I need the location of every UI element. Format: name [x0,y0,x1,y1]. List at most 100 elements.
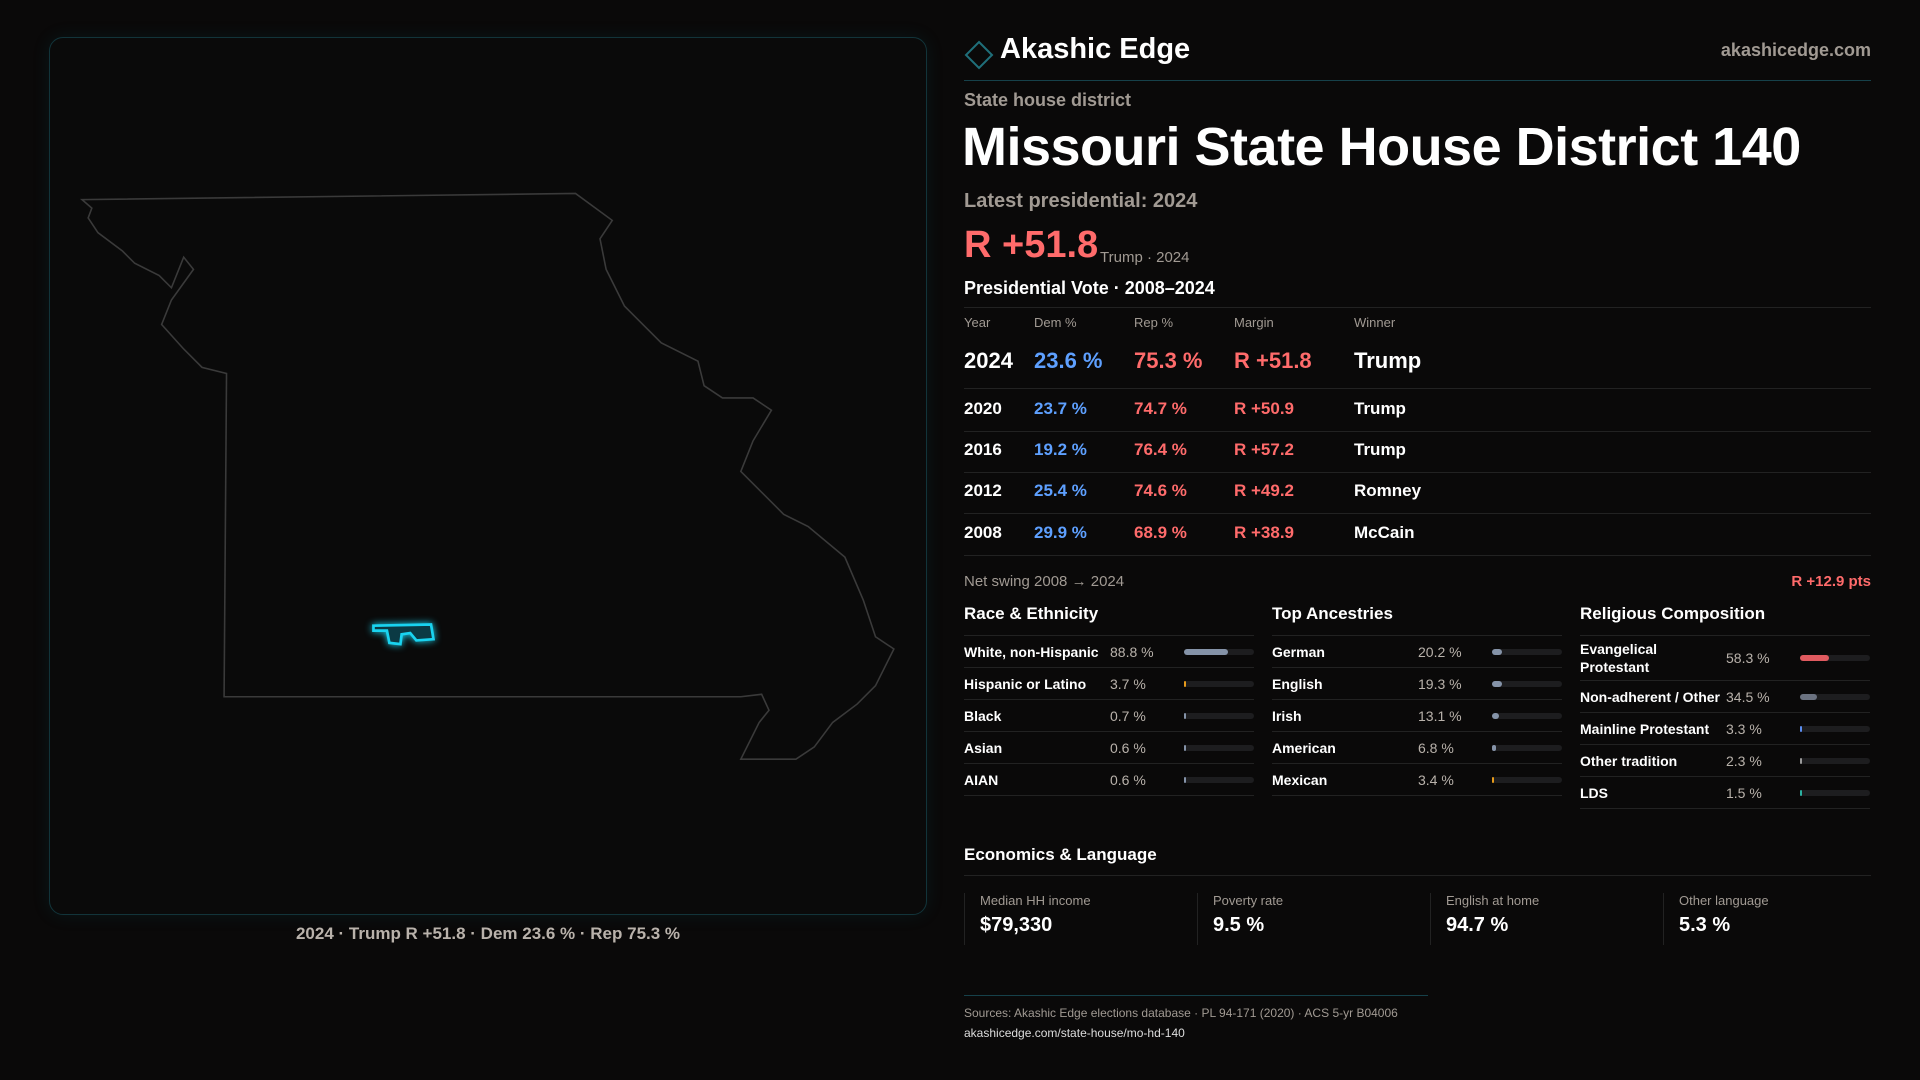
headline-margin-sub: Trump · 2024 [1100,249,1190,266]
stat-bar [1492,776,1562,783]
econ-label: Poverty rate [1213,893,1284,908]
section-1: Top Ancestries German 20.2 % English 19.3 % I… [1272,600,1562,796]
stat-row: Other tradition 2.3 % [1580,745,1870,777]
table-row: 2016 19.2 % 76.4 % R +57.2 Trump [964,437,1871,463]
stat-value: 0.7 % [1110,707,1146,724]
section-title: Religious Composition [1580,600,1870,636]
stat-row: Mainline Protestant 3.3 % [1580,713,1870,745]
econ-value: 94.7 % [1446,914,1509,936]
stat-bar [1800,757,1870,764]
stat-bar [1800,789,1870,796]
stat-value: 0.6 % [1110,739,1146,756]
stat-row: Hispanic or Latino 3.7 % [964,668,1254,700]
stat-value: 0.6 % [1110,771,1146,788]
map-caption: 2024 · Trump R +51.8 · Dem 23.6 % · Rep … [295,924,681,943]
swing-label: Net swing 2008 → 2024 [964,573,1125,590]
stat-bar [1800,725,1870,732]
rep-pct-cell: 74.6 % [1134,481,1187,500]
site-link[interactable]: akashicedge.com [1720,40,1871,60]
stat-bar [1184,712,1254,719]
missouri-outline [79,192,895,760]
stat-bar-fill [1184,648,1228,655]
column-header: Dem % [1034,314,1077,330]
stat-row: Non-adherent / Other 34.5 % [1580,681,1870,713]
stat-row: English 19.3 % [1272,668,1562,700]
stat-row: AIAN 0.6 % [964,764,1254,796]
winner-cell: Romney [1354,481,1422,500]
section-2: Religious Composition Evangelical Protest… [1580,600,1870,809]
stat-row: American 6.8 % [1272,732,1562,764]
stat-bar [1184,648,1254,655]
sources: Sources: Akashic Edge elections database… [964,1006,1398,1020]
winner-cell: McCain [1354,523,1415,542]
section-0: Race & Ethnicity White, non-Hispanic 88.8 … [964,600,1254,796]
econ-label: Median HH income [980,893,1091,908]
map-panel[interactable] [49,37,927,915]
stat-label: Mexican [1272,771,1328,788]
margin-cell: R +38.9 [1234,523,1295,542]
stat-bar [1492,680,1562,687]
stat-bar [1492,648,1562,655]
stat-bar [1492,712,1562,719]
stat-label: Irish [1272,707,1302,724]
rep-pct-cell: 76.4 % [1134,440,1187,459]
stat-row: White, non-Hispanic 88.8 % [964,636,1254,668]
stat-row: LDS 1.5 % [1580,777,1870,809]
stat-bar-fill [1184,712,1187,719]
winner-cell: Trump [1354,399,1406,418]
stat-label: Mainline Protestant [1580,720,1710,737]
district-140-shape[interactable] [372,623,436,646]
stat-label: German [1272,643,1325,660]
econ-value: 5.3 % [1679,914,1731,936]
latest-label: Latest presidential: 2024 [964,190,1198,212]
stat-bar [1184,680,1254,687]
stat-row: Asian 0.6 % [964,732,1254,764]
margin-cell: R +49.2 [1234,481,1295,500]
stat-bar [1184,776,1254,783]
headline-margin: R +51.8 [964,224,1099,266]
year-cell: 2024 [964,348,1013,373]
winner-cell: Trump [1354,348,1422,373]
dem-pct-cell: 23.6 % [1034,348,1103,373]
dem-pct-cell: 25.4 % [1034,481,1087,500]
stat-row: Evangelical Protestant 58.3 % [1580,636,1870,681]
stat-row: Irish 13.1 % [1272,700,1562,732]
stat-label: Black [964,707,1002,724]
dem-pct-cell: 29.9 % [1034,523,1087,542]
stat-label: LDS [1580,784,1608,801]
stat-bar-fill [1492,776,1495,783]
page-title: Missouri State House District 140 [962,117,1801,177]
column-header: Margin [1234,314,1274,330]
stat-bar-fill [1492,712,1499,719]
stat-bar-fill [1184,744,1187,751]
row-divider [964,513,1871,514]
margin-cell: R +50.9 [1234,399,1295,418]
section-title: Race & Ethnicity [964,600,1254,636]
stat-value: 3.7 % [1110,675,1146,692]
stat-bar-fill [1492,680,1502,687]
stat-bar-fill [1800,725,1803,732]
stat-bar-fill [1800,693,1818,700]
econ-card: Other language 5.3 % [1663,893,1895,945]
stat-row: German 20.2 % [1272,636,1562,668]
brand-name: Akashic Edge [1000,33,1191,65]
econ-card: English at home 94.7 % [1430,893,1662,945]
stat-value: 20.2 % [1418,643,1462,660]
econ-card: Median HH income $79,330 [964,893,1196,945]
stat-bar-fill [1184,776,1187,783]
permalink[interactable]: akashicedge.com/state-house/mo-hd-140 [964,1026,1185,1040]
dem-pct-cell: 23.7 % [1034,399,1087,418]
dem-pct-cell: 19.2 % [1034,440,1087,459]
stat-bar [1800,655,1870,661]
stat-label: American [1272,739,1336,756]
stat-row: Black 0.7 % [964,700,1254,732]
margin-cell: R +57.2 [1234,440,1295,459]
stat-value: 19.3 % [1418,675,1462,692]
row-divider [964,388,1871,389]
econ-value: $79,330 [980,914,1053,936]
table-row: 2012 25.4 % 74.6 % R +49.2 Romney [964,478,1871,504]
stat-label: Non-adherent / Other [1580,688,1721,705]
row-divider [964,431,1871,432]
rep-pct-cell: 74.7 % [1134,399,1187,418]
